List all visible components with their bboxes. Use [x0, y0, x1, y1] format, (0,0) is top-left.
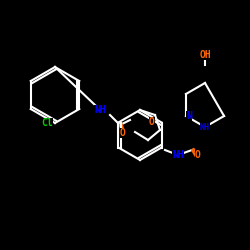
Text: NH: NH	[200, 122, 210, 132]
Text: NH: NH	[94, 105, 106, 115]
Text: O: O	[149, 117, 155, 127]
Text: OH: OH	[199, 50, 211, 60]
Text: O: O	[195, 150, 201, 160]
Text: O: O	[120, 128, 126, 138]
Text: Cl: Cl	[41, 118, 53, 128]
Text: N: N	[186, 111, 192, 121]
Text: NH: NH	[172, 150, 184, 160]
